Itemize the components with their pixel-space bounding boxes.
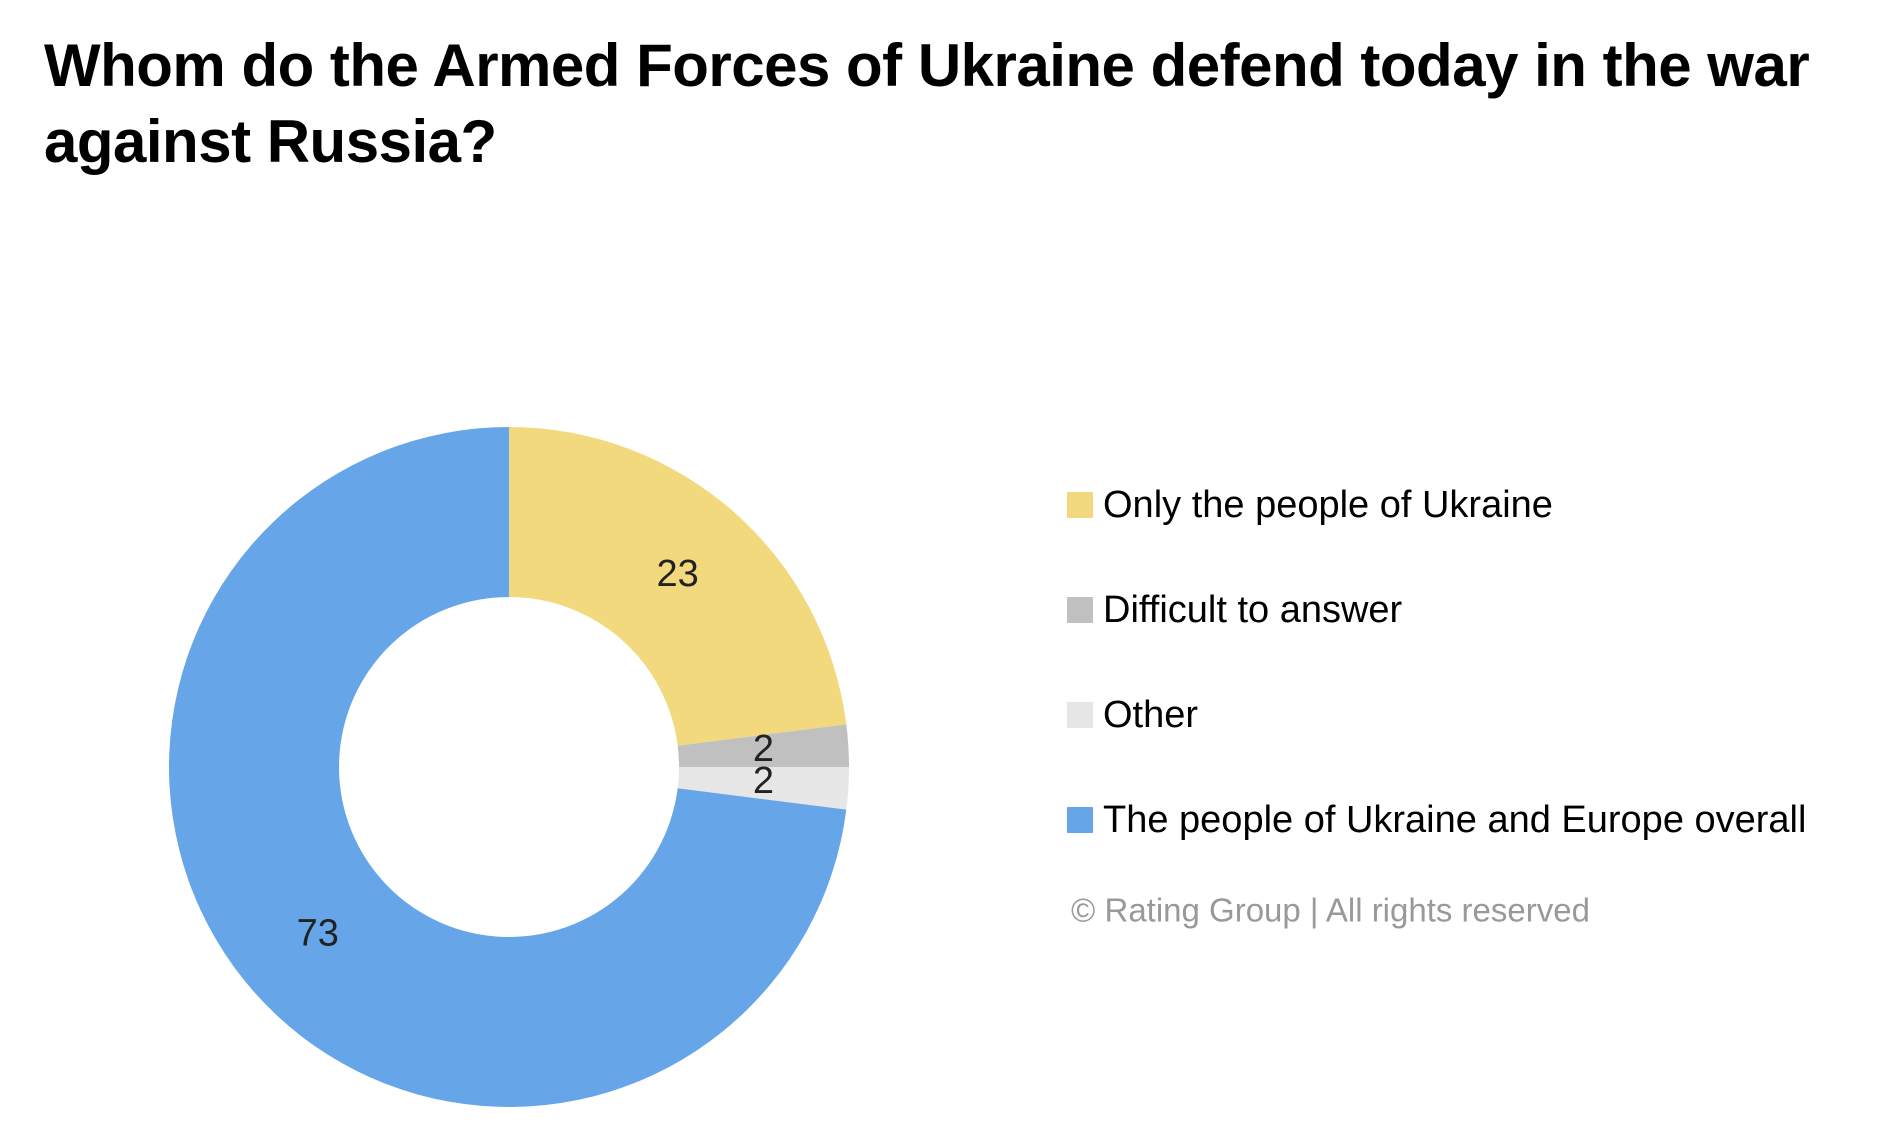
data-label: 2: [753, 728, 774, 770]
legend-label: Other: [1103, 694, 1198, 736]
data-label: 73: [297, 913, 339, 955]
donut-slice: [168, 427, 847, 1107]
chart-title: Whom do the Armed Forces of Ukraine defe…: [44, 32, 1810, 175]
data-label: 2: [753, 760, 774, 802]
legend-label: The people of Ukraine and Europe overall: [1103, 799, 1806, 841]
donut-slice: [677, 724, 849, 767]
legend-swatch: [1067, 597, 1093, 623]
legend-swatch: [1067, 492, 1093, 518]
legend-swatch: [1067, 807, 1093, 833]
legend-swatch: [1067, 702, 1093, 728]
legend-label: Difficult to answer: [1103, 589, 1403, 631]
data-label: 23: [656, 553, 698, 595]
donut-slice: [509, 427, 847, 746]
source-note: © Rating Group | All rights reserved: [1071, 892, 1590, 929]
legend-label: Only the people of Ukraine: [1103, 484, 1553, 526]
donut-slice: [677, 767, 849, 810]
